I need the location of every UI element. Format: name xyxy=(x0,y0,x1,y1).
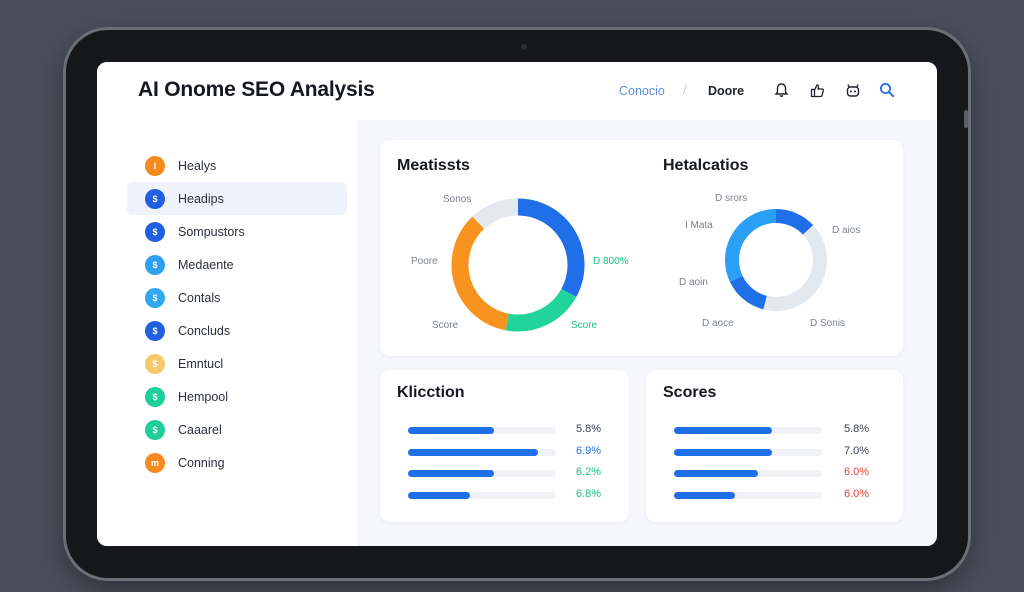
bar-value-label: 6.0% xyxy=(844,487,870,500)
sidebar-item-label: Headips xyxy=(178,191,224,206)
metrics-label-top: Sonos xyxy=(443,194,472,205)
sidebar-item-label: Medaente xyxy=(178,257,234,272)
scores-card: Scores 5.8% 7.0% 6.0% 6.0% xyxy=(646,370,903,522)
bar-fill xyxy=(674,491,735,499)
bar-value-label: 5.8% xyxy=(844,423,870,435)
heat-donut-chart xyxy=(725,209,827,311)
sidebar-item-concluds[interactable]: $ Concluds xyxy=(127,314,347,347)
metrics-label-left: Poore xyxy=(411,256,438,267)
bar-value-label: 6.0% xyxy=(844,466,870,478)
bar-fill xyxy=(674,470,759,477)
sidebar-item-icon: $ xyxy=(145,419,165,440)
app-screen: AI Onome SEO Analysis Conocio / Doore I … xyxy=(97,62,937,546)
bar-track xyxy=(674,470,822,477)
sidebar-item-emntucl[interactable]: $ Emntucl xyxy=(127,347,347,380)
bar-fill xyxy=(408,427,494,434)
sidebar-item-label: Emntucl xyxy=(178,356,224,371)
bar-fill xyxy=(674,427,772,434)
sidebar-item-headips[interactable]: $ Headips xyxy=(127,182,347,215)
sidebar-item-label: Hempool xyxy=(178,389,229,404)
side-button xyxy=(964,110,968,128)
sidebar-item-label: Caaarel xyxy=(178,422,222,437)
bar-value-label: 5.8% xyxy=(576,423,602,435)
donut-segment-2 xyxy=(505,288,577,332)
sidebar-item-icon: $ xyxy=(145,320,165,341)
sidebar-item-icon: $ xyxy=(145,287,165,308)
sidebar-item-icon: $ xyxy=(145,221,165,242)
robot-icon[interactable] xyxy=(844,81,862,99)
sidebar-item-icon: $ xyxy=(145,254,165,275)
camera xyxy=(521,44,527,50)
heat-label-mid-left: D aoin xyxy=(679,277,708,288)
sidebar-item-label: Concluds xyxy=(178,323,231,338)
sidebar: I Healys $ Headips $ Sompustors $ Medaen… xyxy=(97,120,359,546)
bar-fill xyxy=(408,491,471,499)
sidebar-item-contals[interactable]: $ Contals xyxy=(127,281,347,314)
metrics-label-bottom-left: Score xyxy=(432,320,459,331)
bar-track xyxy=(408,448,556,456)
nav-separator: / xyxy=(683,82,687,97)
heat-label-bottom-right: D Sonis xyxy=(810,318,846,329)
donut-segment-4 xyxy=(725,209,777,282)
bar-value-label: 7.0% xyxy=(844,444,870,457)
donut-segment-2 xyxy=(763,225,827,311)
bell-icon[interactable] xyxy=(772,81,790,99)
donut-segment-3 xyxy=(451,216,510,331)
sidebar-item-label: Sompustors xyxy=(178,224,245,239)
bar-track xyxy=(674,427,822,434)
bar-fill xyxy=(408,470,494,477)
sidebar-item-caaarel[interactable]: $ Caaarel xyxy=(127,413,347,446)
donut-segment-1 xyxy=(775,209,814,235)
nav-link-conocio[interactable]: Conocio xyxy=(619,84,665,98)
scores-title: Scores xyxy=(663,384,717,401)
nav-link-user[interactable]: Doore xyxy=(708,84,745,98)
donut-segment-1 xyxy=(517,198,585,298)
sidebar-item-medaente[interactable]: $ Medaente xyxy=(127,248,347,281)
sidebar-item-hempool[interactable]: $ Hempool xyxy=(127,380,347,413)
donut-segment-3 xyxy=(729,275,768,310)
bar-track xyxy=(408,491,556,499)
metrics-label-bottom-right: Score xyxy=(571,320,598,331)
sidebar-item-sompustors[interactable]: $ Sompustors xyxy=(127,215,347,248)
bar-track xyxy=(674,448,822,456)
bar-track xyxy=(408,427,556,434)
metrics-title: Meatissts xyxy=(397,157,470,174)
sidebar-item-icon: $ xyxy=(145,386,165,407)
metrics-donut-chart xyxy=(451,198,585,332)
sidebar-item-icon: m xyxy=(145,452,165,473)
sidebar-item-label: Contals xyxy=(178,290,221,305)
search-icon[interactable] xyxy=(878,81,896,99)
sidebar-item-icon: $ xyxy=(145,353,165,374)
bar-value-label: 6.9% xyxy=(576,444,602,457)
bar-fill xyxy=(674,448,772,456)
top-bar: AI Onome SEO Analysis Conocio / Doore xyxy=(97,62,937,120)
heat-title: Hetalcatios xyxy=(663,157,749,174)
thumbs-up-icon[interactable] xyxy=(808,81,826,99)
app-title: AI Onome SEO Analysis xyxy=(138,78,375,101)
sidebar-item-label: Healys xyxy=(178,158,217,173)
sidebar-item-conning[interactable]: m Conning xyxy=(127,446,347,479)
bar-value-label: 6.8% xyxy=(576,487,602,500)
kliction-card: Klicction 5.8% 6.9% 6.2% 6.8% xyxy=(380,370,629,522)
bar-track xyxy=(674,491,822,499)
heat-label-left: I Mata xyxy=(685,220,713,231)
bar-value-label: 6.2% xyxy=(576,466,602,478)
sidebar-item-label: Conning xyxy=(178,455,225,470)
sidebar-item-icon: $ xyxy=(145,188,165,209)
sidebar-item-healys[interactable]: I Healys xyxy=(127,149,347,182)
heat-label-right: D aios xyxy=(832,225,861,236)
donut-segment-4 xyxy=(472,198,519,230)
sidebar-item-icon: I xyxy=(145,155,165,176)
heat-label-bottom-left: D aoce xyxy=(702,318,734,329)
bar-fill xyxy=(408,448,539,456)
kliction-title: Klicction xyxy=(397,384,465,401)
donut-charts-card: Meatissts Hetalcatios Sonos Poore D 800%… xyxy=(380,140,903,356)
heat-label-top: D srors xyxy=(715,193,748,204)
bar-track xyxy=(408,470,556,477)
metrics-label-right: D 800% xyxy=(593,256,629,267)
